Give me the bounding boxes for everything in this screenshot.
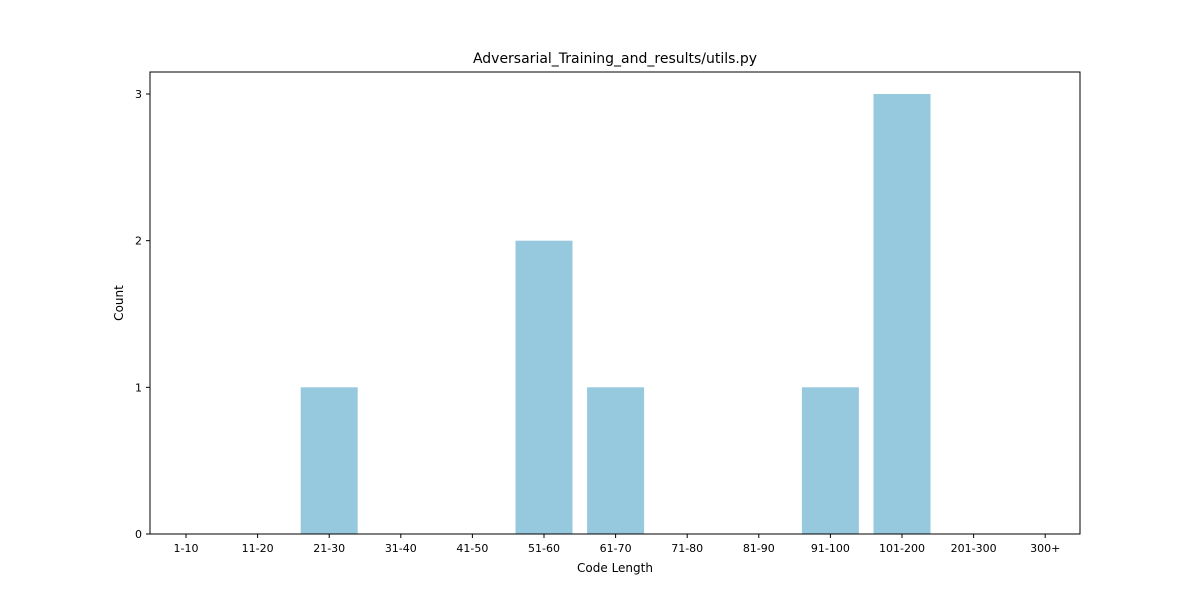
y-axis-label: Count [112,285,126,321]
x-tick-label: 21-30 [313,542,345,555]
x-tick-label: 201-300 [951,542,997,555]
chart-title: Adversarial_Training_and_results/utils.p… [473,51,757,67]
y-tick-label: 3 [135,88,142,101]
x-tick-label: 91-100 [811,542,850,555]
plot-area: 1-10 11-20 21-30 31-40 41-50 51-60 61-70 71-80 8… [135,88,1060,555]
x-tick-label: 71-80 [671,542,703,555]
x-tick-label: 61-70 [600,542,632,555]
x-tick-label: 300+ [1030,542,1060,555]
x-tick-label: 41-50 [456,542,488,555]
x-tick-label: 51-60 [528,542,560,555]
y-tick-label: 1 [135,381,142,394]
bar-51-60 [515,240,573,534]
bar-91-100 [801,387,859,534]
x-tick-label: 1-10 [174,542,199,555]
x-tick-label: 81-90 [743,542,775,555]
x-tick-label: 31-40 [385,542,417,555]
bar-101-200 [873,94,931,534]
bar-21-30 [300,387,358,534]
x-tick-label: 101-200 [879,542,925,555]
bar-61-70 [587,387,645,534]
y-tick-label: 0 [135,528,142,541]
x-axis-label: Code Length [577,561,653,575]
plot-frame [149,71,1081,535]
x-tick-label: 11-20 [242,542,274,555]
y-tick-label: 2 [135,235,142,248]
